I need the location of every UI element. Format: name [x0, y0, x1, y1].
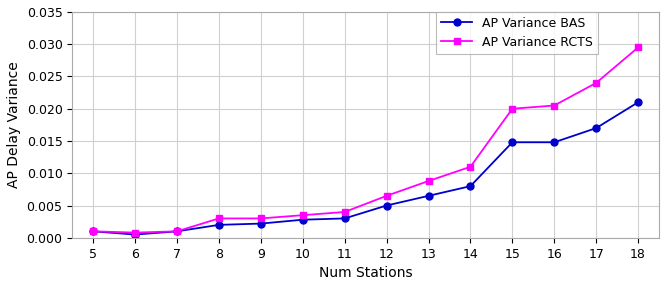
- AP Variance RCTS: [89, 230, 97, 233]
- AP Variance BAS: [466, 185, 474, 188]
- AP Variance BAS: [215, 223, 223, 227]
- AP Variance RCTS: [299, 214, 307, 217]
- Legend: AP Variance BAS, AP Variance RCTS: AP Variance BAS, AP Variance RCTS: [436, 12, 598, 54]
- AP Variance BAS: [299, 218, 307, 222]
- AP Variance BAS: [257, 222, 265, 225]
- AP Variance RCTS: [341, 210, 349, 214]
- AP Variance BAS: [131, 233, 139, 236]
- X-axis label: Num Stations: Num Stations: [319, 266, 412, 280]
- AP Variance RCTS: [173, 230, 181, 233]
- AP Variance RCTS: [592, 81, 600, 85]
- AP Variance BAS: [550, 141, 558, 144]
- Y-axis label: AP Delay Variance: AP Delay Variance: [7, 61, 21, 188]
- AP Variance RCTS: [508, 107, 516, 110]
- AP Variance BAS: [634, 100, 642, 104]
- AP Variance BAS: [382, 204, 390, 207]
- Line: AP Variance BAS: AP Variance BAS: [90, 99, 641, 238]
- AP Variance BAS: [173, 230, 181, 233]
- AP Variance RCTS: [466, 165, 474, 168]
- AP Variance RCTS: [215, 217, 223, 220]
- AP Variance RCTS: [257, 217, 265, 220]
- AP Variance BAS: [508, 141, 516, 144]
- AP Variance RCTS: [424, 179, 432, 183]
- AP Variance RCTS: [550, 104, 558, 107]
- AP Variance BAS: [424, 194, 432, 197]
- AP Variance RCTS: [382, 194, 390, 197]
- AP Variance RCTS: [634, 46, 642, 49]
- AP Variance RCTS: [131, 231, 139, 234]
- AP Variance BAS: [89, 230, 97, 233]
- AP Variance BAS: [592, 126, 600, 130]
- Line: AP Variance RCTS: AP Variance RCTS: [90, 44, 641, 236]
- AP Variance BAS: [341, 217, 349, 220]
